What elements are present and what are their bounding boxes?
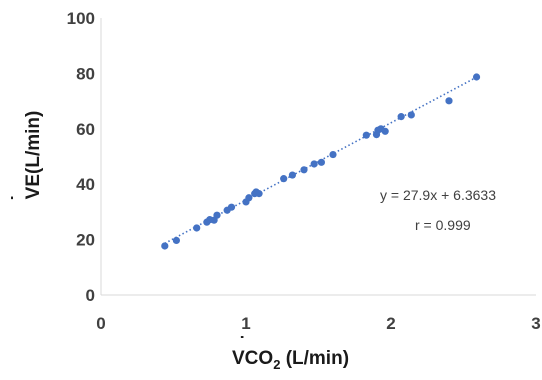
x-tick-label: 2	[386, 314, 395, 333]
tick-labels: 0 1 2 3 0 20 40 60 80 100	[67, 9, 541, 333]
data-point	[407, 111, 415, 119]
y-tick-label: 40	[76, 175, 95, 194]
y-tick-label: 100	[67, 9, 95, 28]
data-point	[317, 158, 325, 166]
svg-text:VCO2 (L/min): VCO2 (L/min)	[232, 348, 349, 372]
data-point	[381, 127, 389, 135]
data-point	[329, 150, 337, 159]
data-point	[362, 131, 370, 139]
x-tick-label: 1	[241, 314, 250, 333]
data-point	[445, 97, 453, 105]
regression-equation: y = 27.9x + 6.3633	[380, 187, 496, 203]
x-tick-label: 3	[531, 314, 540, 333]
data-point	[172, 236, 180, 245]
data-point	[227, 203, 236, 211]
svg-text:VE(L/min): VE(L/min)	[23, 111, 44, 200]
y-tick-label: 60	[76, 120, 95, 139]
y-axis-title-unit: (L/min)	[23, 111, 44, 174]
data-point	[397, 113, 405, 121]
x-axis-title-dot: ˙	[239, 334, 245, 355]
data-point	[300, 166, 308, 174]
x-tick-label: 0	[96, 314, 105, 333]
data-points	[161, 73, 481, 250]
data-point	[255, 190, 263, 198]
y-tick-label: 20	[76, 231, 95, 250]
data-point	[245, 194, 253, 202]
y-axis-title: VE(L/min) ˙	[9, 111, 44, 201]
x-axis-title-unit: (L/min)	[280, 348, 349, 369]
y-axis-title-base: VE	[23, 174, 44, 199]
x-axis-title-base: VCO	[232, 348, 273, 369]
y-tick-label: 0	[86, 286, 95, 305]
y-tick-label: 80	[76, 64, 95, 83]
data-point	[472, 73, 481, 81]
data-point	[193, 224, 201, 232]
correlation-coefficient: r = 0.999	[415, 217, 471, 233]
data-point	[288, 171, 296, 179]
data-point	[310, 160, 318, 168]
data-point	[280, 175, 288, 183]
data-point	[161, 242, 169, 250]
axes	[100, 18, 536, 296]
x-axis-title-subscript: 2	[273, 357, 280, 372]
x-axis-title: VCO2 (L/min) ˙	[232, 334, 349, 372]
data-point	[213, 211, 221, 219]
y-axis-title-dot: ˙	[9, 195, 30, 201]
